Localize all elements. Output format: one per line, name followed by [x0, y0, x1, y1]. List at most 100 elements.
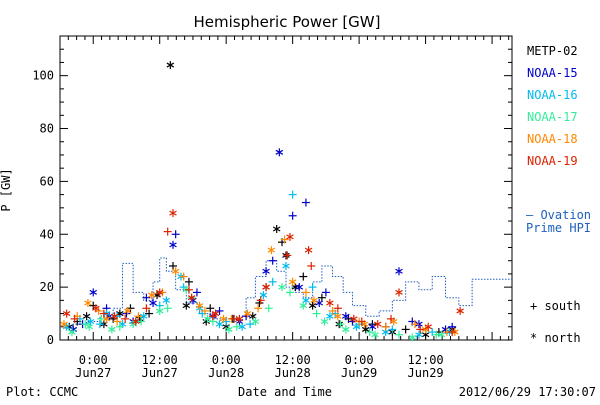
south-point-noaa-19	[256, 296, 265, 305]
legend-entry-noaa-17: NOAA-17	[527, 110, 578, 124]
north-point-noaa-15	[149, 298, 157, 307]
x-tick-label: 12:00	[275, 353, 311, 367]
plot-axes: 0204060801000:00Jun2712:00Jun270:00Jun28…	[32, 35, 513, 380]
south-point-noaa-18	[381, 322, 390, 331]
south-point-noaa-17	[137, 317, 146, 326]
north-point-metp-02	[272, 224, 281, 233]
south-point-noaa-18	[134, 312, 143, 321]
north-point-noaa-18	[84, 298, 92, 307]
south-point-noaa-16	[246, 320, 255, 329]
south-point-noaa-19	[99, 309, 108, 318]
legend-entry-noaa-18: NOAA-18	[527, 132, 578, 146]
y-tick-label: 60	[40, 174, 54, 188]
north-point-noaa-19	[211, 309, 220, 318]
south-point-noaa-18	[280, 235, 289, 244]
north-point-noaa-16	[238, 322, 246, 331]
north-point-noaa-15	[342, 312, 350, 321]
north-point-noaa-18	[310, 296, 318, 305]
south-symbol-legend: + south	[530, 299, 581, 313]
south-point-noaa-16	[268, 277, 277, 286]
south-point-noaa-19	[416, 325, 425, 334]
north-point-noaa-15	[262, 267, 270, 276]
south-point-noaa-16	[95, 320, 104, 329]
north-point-noaa-15	[69, 325, 78, 334]
legend-entry-metp-02: METP-02	[527, 44, 578, 58]
x-tick-label: 0:00	[345, 353, 374, 367]
south-point-noaa-19	[142, 304, 151, 313]
south-point-noaa-19	[163, 227, 172, 236]
south-point-metp-02	[184, 277, 193, 286]
north-point-noaa-17	[251, 317, 260, 326]
north-point-noaa-19	[304, 246, 313, 255]
y-tick-label: 40	[40, 227, 54, 241]
north-point-noaa-18	[243, 309, 252, 318]
north-point-noaa-19	[262, 283, 270, 292]
north-point-noaa-19	[326, 298, 334, 307]
north-point-noaa-17	[155, 306, 164, 315]
north-symbol-legend: * north	[530, 331, 581, 345]
south-point-noaa-16	[308, 283, 317, 292]
north-point-noaa-18	[124, 306, 132, 315]
north-point-noaa-16	[162, 296, 171, 305]
north-point-noaa-17	[342, 325, 350, 334]
legend-entry-noaa-16: NOAA-16	[527, 88, 578, 102]
south-point-noaa-18	[254, 304, 263, 313]
north-point-noaa-16	[86, 317, 95, 326]
south-point-noaa-19	[70, 314, 79, 323]
south-point-noaa-19	[307, 261, 316, 270]
footer-credit: Plot: CCMC	[6, 385, 78, 399]
north-point-noaa-17	[299, 301, 308, 310]
x-tick-sublabel: Jun27	[75, 366, 111, 380]
south-point-noaa-18	[200, 306, 209, 315]
north-point-noaa-17	[68, 328, 76, 337]
north-point-noaa-18	[334, 312, 342, 321]
north-point-noaa-15	[295, 283, 304, 292]
south-point-noaa-18	[328, 306, 337, 315]
north-point-noaa-19	[350, 314, 358, 323]
legend-entry-noaa-19: NOAA-19	[527, 154, 578, 168]
x-tick-sublabel: Jun28	[208, 366, 244, 380]
y-tick-label: 20	[40, 280, 54, 294]
north-point-metp-02	[182, 301, 191, 310]
south-point-noaa-17	[285, 288, 294, 297]
north-point-noaa-18	[288, 277, 297, 286]
north-point-noaa-17	[437, 330, 446, 339]
north-point-noaa-18	[171, 267, 180, 276]
north-point-noaa-19	[424, 322, 433, 331]
north-point-noaa-17	[203, 314, 212, 323]
north-point-noaa-19	[373, 320, 382, 329]
south-point-noaa-15	[242, 312, 251, 321]
y-tick-label: 100	[32, 69, 54, 83]
north-point-noaa-19	[456, 306, 464, 315]
south-point-noaa-19	[230, 314, 239, 323]
south-point-noaa-16	[388, 325, 397, 334]
south-point-noaa-17	[336, 320, 345, 329]
south-point-noaa-15	[268, 256, 277, 265]
south-point-metp-02	[317, 293, 326, 302]
y-axis-label: P [GW]	[0, 168, 13, 211]
y-tick-label: 80	[40, 122, 54, 136]
south-point-noaa-19	[333, 304, 342, 313]
chart-title: Hemispheric Power [GW]	[194, 13, 381, 31]
north-point-noaa-17	[320, 317, 329, 326]
south-point-noaa-15	[321, 288, 330, 297]
x-tick-label: 0:00	[79, 353, 108, 367]
north-point-noaa-15	[395, 267, 403, 276]
north-point-noaa-19	[187, 293, 196, 302]
south-point-metp-02	[169, 261, 177, 270]
y-tick-label: 0	[47, 333, 54, 347]
south-point-noaa-17	[232, 322, 241, 331]
north-point-noaa-15	[89, 288, 97, 297]
footer-timestamp: 2012/06/29 17:30:07	[459, 385, 596, 399]
south-point-metp-02	[206, 304, 215, 313]
south-point-metp-02	[299, 272, 308, 281]
north-point-noaa-17	[85, 322, 94, 331]
north-point-noaa-18	[147, 291, 156, 300]
north-point-noaa-16	[415, 330, 423, 339]
south-point-noaa-15	[288, 211, 297, 220]
north-point-noaa-18	[60, 320, 68, 329]
plot-frame	[59, 35, 513, 341]
south-point-noaa-17	[163, 304, 172, 313]
north-point-noaa-16	[282, 261, 290, 270]
south-point-noaa-15	[122, 309, 131, 318]
